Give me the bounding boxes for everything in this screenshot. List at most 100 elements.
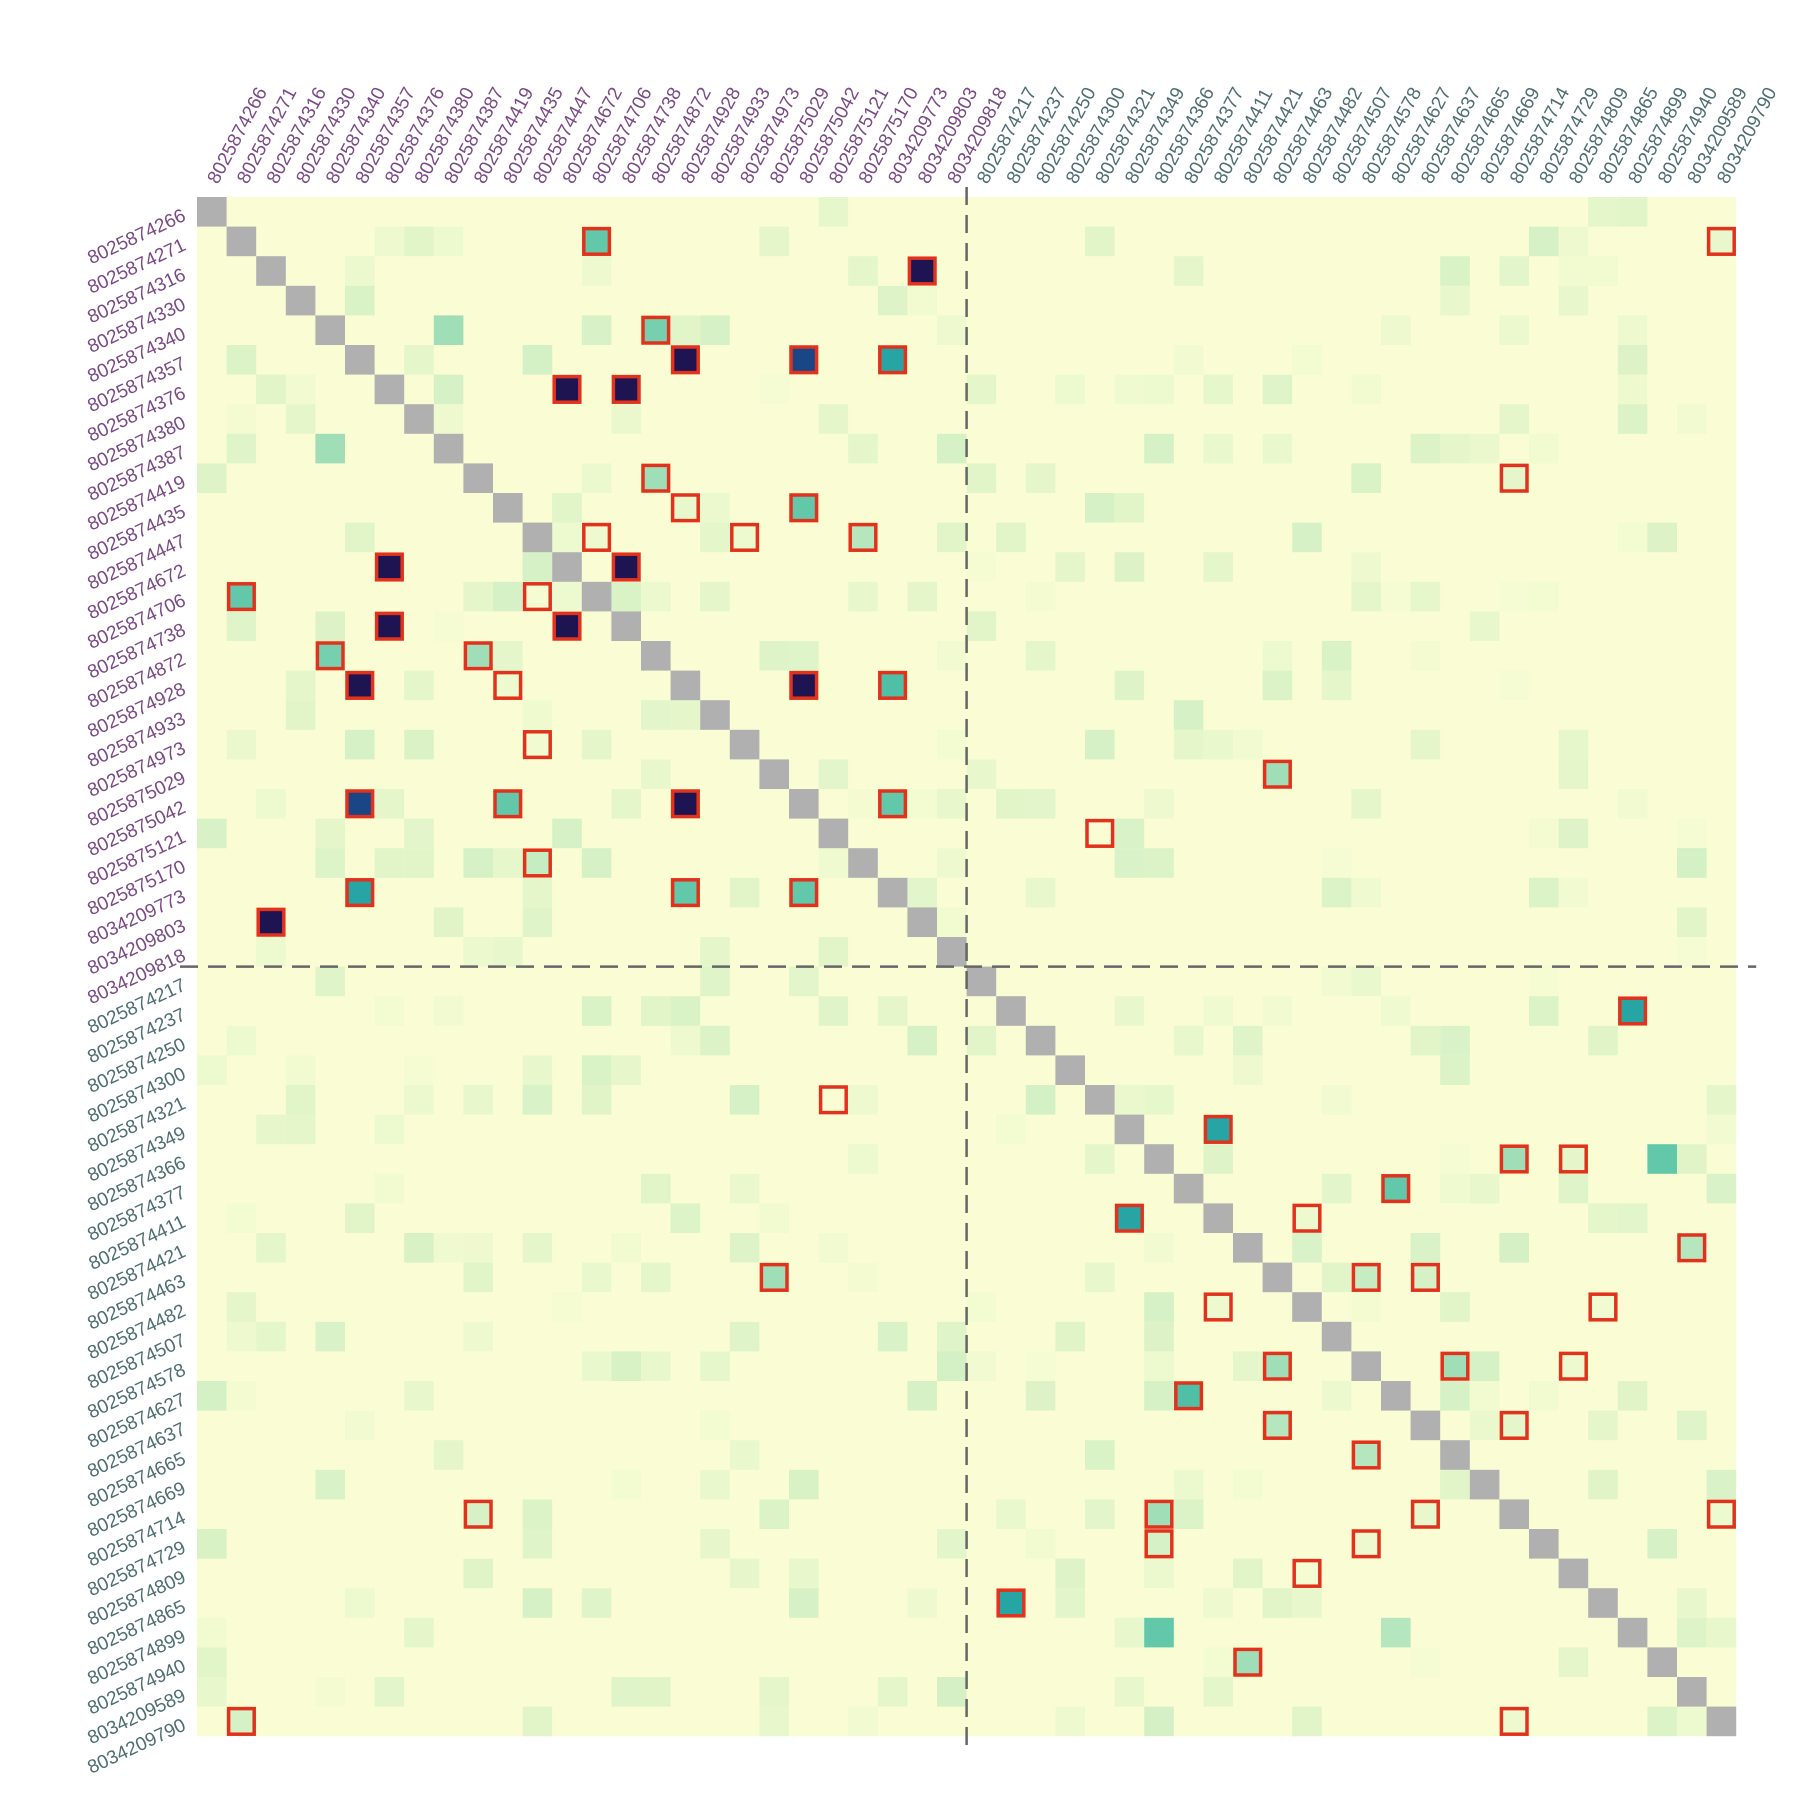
heatmap-cell bbox=[463, 1233, 493, 1263]
highlighted-cell bbox=[1262, 1351, 1292, 1381]
heatmap-cell bbox=[1321, 1173, 1352, 1204]
heatmap-cell bbox=[848, 1085, 878, 1115]
heatmap-cell bbox=[197, 1529, 227, 1559]
highlighted-cell bbox=[463, 641, 493, 671]
highlighted-cell bbox=[670, 493, 700, 523]
highlighted-cell bbox=[1706, 1499, 1736, 1529]
highlighted-cell bbox=[1499, 1410, 1529, 1440]
heatmap-cell bbox=[1677, 937, 1707, 967]
heatmap-cell bbox=[256, 374, 286, 405]
highlighted-cell bbox=[1144, 1499, 1174, 1529]
diagonal-cell bbox=[1410, 1410, 1441, 1441]
heatmap-cell bbox=[937, 641, 967, 671]
heatmap-cell bbox=[493, 937, 523, 967]
heatmap-cell bbox=[848, 1706, 878, 1737]
heatmap-cell bbox=[1617, 404, 1648, 434]
heatmap-cell bbox=[493, 581, 523, 612]
highlighted-cell bbox=[759, 1262, 789, 1292]
highlighted-cell bbox=[1410, 1262, 1440, 1292]
heatmap-cell bbox=[197, 1677, 227, 1707]
heatmap-cell bbox=[907, 1381, 937, 1411]
heatmap-cell bbox=[1233, 1558, 1263, 1589]
highlighted-cell bbox=[522, 848, 552, 878]
heatmap-cell bbox=[197, 1617, 227, 1648]
heatmap-cell bbox=[522, 1055, 553, 1085]
highlighted-cell bbox=[1499, 1144, 1529, 1174]
diagonal-cell bbox=[848, 848, 878, 878]
diagonal-cell bbox=[1203, 1203, 1233, 1233]
heatmap-cell bbox=[463, 1558, 493, 1589]
heatmap-cell bbox=[1588, 1203, 1618, 1233]
heatmap-cell bbox=[1351, 463, 1381, 493]
heatmap-cell bbox=[404, 818, 434, 849]
heatmap-cell bbox=[1351, 581, 1381, 612]
heatmap-cell bbox=[404, 226, 434, 257]
diagonal-cell bbox=[818, 818, 849, 849]
heatmap-cell bbox=[1677, 818, 1707, 849]
highlighted-cell bbox=[1262, 759, 1292, 789]
highlighted-cell bbox=[1499, 463, 1529, 493]
diagonal-cell bbox=[581, 581, 612, 612]
highlighted-cell bbox=[611, 374, 641, 404]
diagonal-cell bbox=[759, 759, 789, 789]
heatmap-cell bbox=[641, 1351, 671, 1381]
heatmap-cell bbox=[1144, 433, 1174, 464]
heatmap-cell bbox=[1173, 1499, 1204, 1529]
heatmap-cell bbox=[522, 700, 553, 730]
heatmap-cell bbox=[1114, 848, 1145, 878]
heatmap-cell bbox=[1440, 1144, 1470, 1174]
heatmap-cell bbox=[1321, 848, 1352, 878]
highlighted-cell bbox=[226, 582, 256, 612]
heatmap-cell bbox=[907, 285, 937, 316]
diagonal-cell bbox=[463, 463, 493, 493]
heatmap-cell bbox=[374, 226, 405, 257]
heatmap-cell bbox=[581, 996, 612, 1026]
heatmap-cell bbox=[1677, 848, 1707, 878]
heatmap-cell bbox=[789, 966, 819, 997]
heatmap-cell bbox=[1292, 345, 1322, 375]
heatmap-cell bbox=[433, 226, 464, 257]
heatmap-cell bbox=[552, 818, 582, 849]
heatmap-cell bbox=[226, 611, 257, 641]
heatmap-cell bbox=[1529, 433, 1559, 464]
heatmap-cell bbox=[1410, 433, 1441, 464]
diagonal-cell bbox=[1114, 1114, 1145, 1145]
heatmap-cell bbox=[1440, 1025, 1470, 1056]
heatmap-cell bbox=[1529, 996, 1559, 1026]
diagonal-cell bbox=[1321, 1321, 1352, 1352]
heatmap-cell bbox=[1114, 996, 1145, 1026]
diagonal-cell bbox=[1529, 1529, 1559, 1559]
heatmap-cell bbox=[1440, 285, 1470, 316]
heatmap-cell bbox=[1114, 493, 1145, 523]
highlighted-cell bbox=[641, 463, 671, 493]
heatmap-cell bbox=[700, 966, 730, 997]
heatmap-cell bbox=[966, 374, 997, 405]
heatmap-cell bbox=[226, 345, 257, 375]
heatmap-cell bbox=[1144, 1381, 1174, 1411]
highlighted-cell bbox=[226, 1706, 256, 1736]
heatmap-cell bbox=[285, 374, 316, 405]
heatmap-cell bbox=[285, 1055, 316, 1085]
heatmap-cell bbox=[433, 907, 464, 937]
heatmap-cell bbox=[818, 1233, 849, 1263]
heatmap-cell bbox=[433, 611, 464, 641]
heatmap-cell bbox=[729, 1321, 760, 1352]
heatmap-cell bbox=[641, 759, 671, 789]
heatmap-cell bbox=[641, 581, 671, 612]
highlighted-cell bbox=[1351, 1440, 1381, 1470]
heatmap-cell bbox=[1529, 818, 1559, 849]
highlighted-cell bbox=[315, 641, 345, 671]
heatmap-cell bbox=[404, 670, 434, 701]
highlighted-cell bbox=[907, 256, 937, 286]
heatmap-cell bbox=[1351, 966, 1381, 997]
highlighted-cell bbox=[878, 789, 908, 819]
heatmap-cell bbox=[1440, 433, 1470, 464]
heatmap-cell bbox=[404, 1233, 434, 1263]
diagonal-cell bbox=[670, 670, 701, 701]
heatmap-cell bbox=[759, 1706, 789, 1737]
heatmap-cell bbox=[1292, 522, 1322, 553]
heatmap-cell bbox=[818, 759, 849, 789]
diagonal-cell bbox=[552, 552, 582, 582]
diagonal-cell bbox=[374, 374, 405, 405]
heatmap-cell bbox=[285, 670, 316, 701]
